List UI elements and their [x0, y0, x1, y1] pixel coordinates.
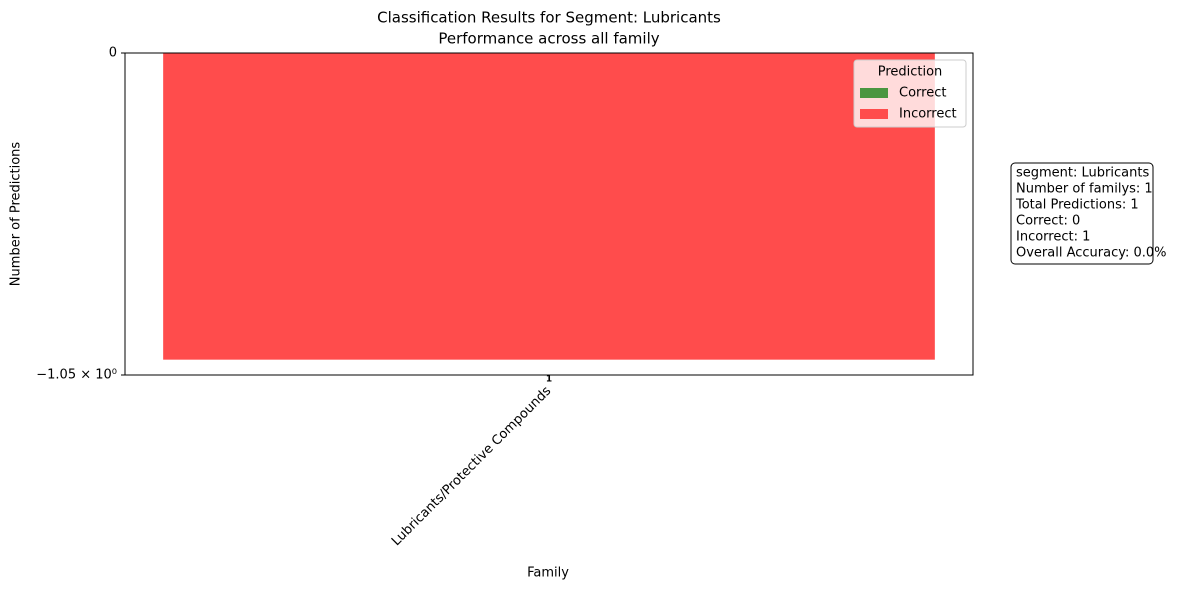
x-axis-label: Family: [527, 566, 569, 581]
chart-subtitle: Performance across all family: [438, 30, 659, 48]
info-line: segment: Lubricants: [1016, 166, 1149, 181]
legend-title: Prediction: [878, 65, 943, 80]
legend-swatch: [860, 88, 888, 98]
legend-label: Correct: [899, 86, 946, 101]
bar: [163, 53, 935, 360]
chart-title: Classification Results for Segment: Lubr…: [377, 9, 721, 27]
x-tick-label: Lubricants/Protective Compounds: [389, 384, 555, 550]
info-line: Number of familys: 1: [1016, 182, 1153, 197]
legend-swatch: [860, 109, 888, 119]
info-line: Incorrect: 1: [1016, 230, 1090, 245]
info-line: Overall Accuracy: 0.0%: [1016, 246, 1167, 261]
bar-label: 1: [546, 375, 552, 385]
y-axis-label: Number of Predictions: [9, 142, 24, 287]
info-box-frame: [1010, 162, 1154, 265]
y-tick-label: −1.05 × 10⁰: [36, 368, 117, 383]
y-tick-label: 0: [109, 46, 117, 61]
legend-label: Incorrect: [899, 107, 957, 122]
info-line: Total Predictions: 1: [1015, 198, 1139, 213]
legend: Prediction Correct Incorrect: [853, 59, 967, 128]
info-line: Correct: 0: [1016, 214, 1080, 229]
plot-area: [163, 53, 935, 360]
